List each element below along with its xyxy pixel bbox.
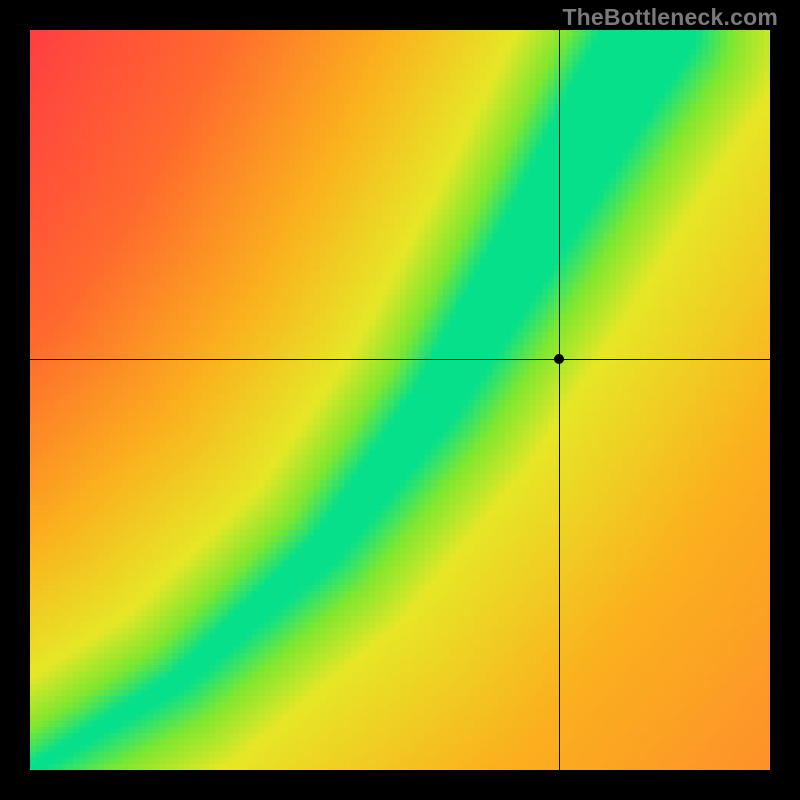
plot-area (30, 30, 770, 770)
chart-frame: TheBottleneck.com (0, 0, 800, 800)
watermark-label: TheBottleneck.com (562, 4, 778, 31)
heatmap-canvas (30, 30, 770, 770)
